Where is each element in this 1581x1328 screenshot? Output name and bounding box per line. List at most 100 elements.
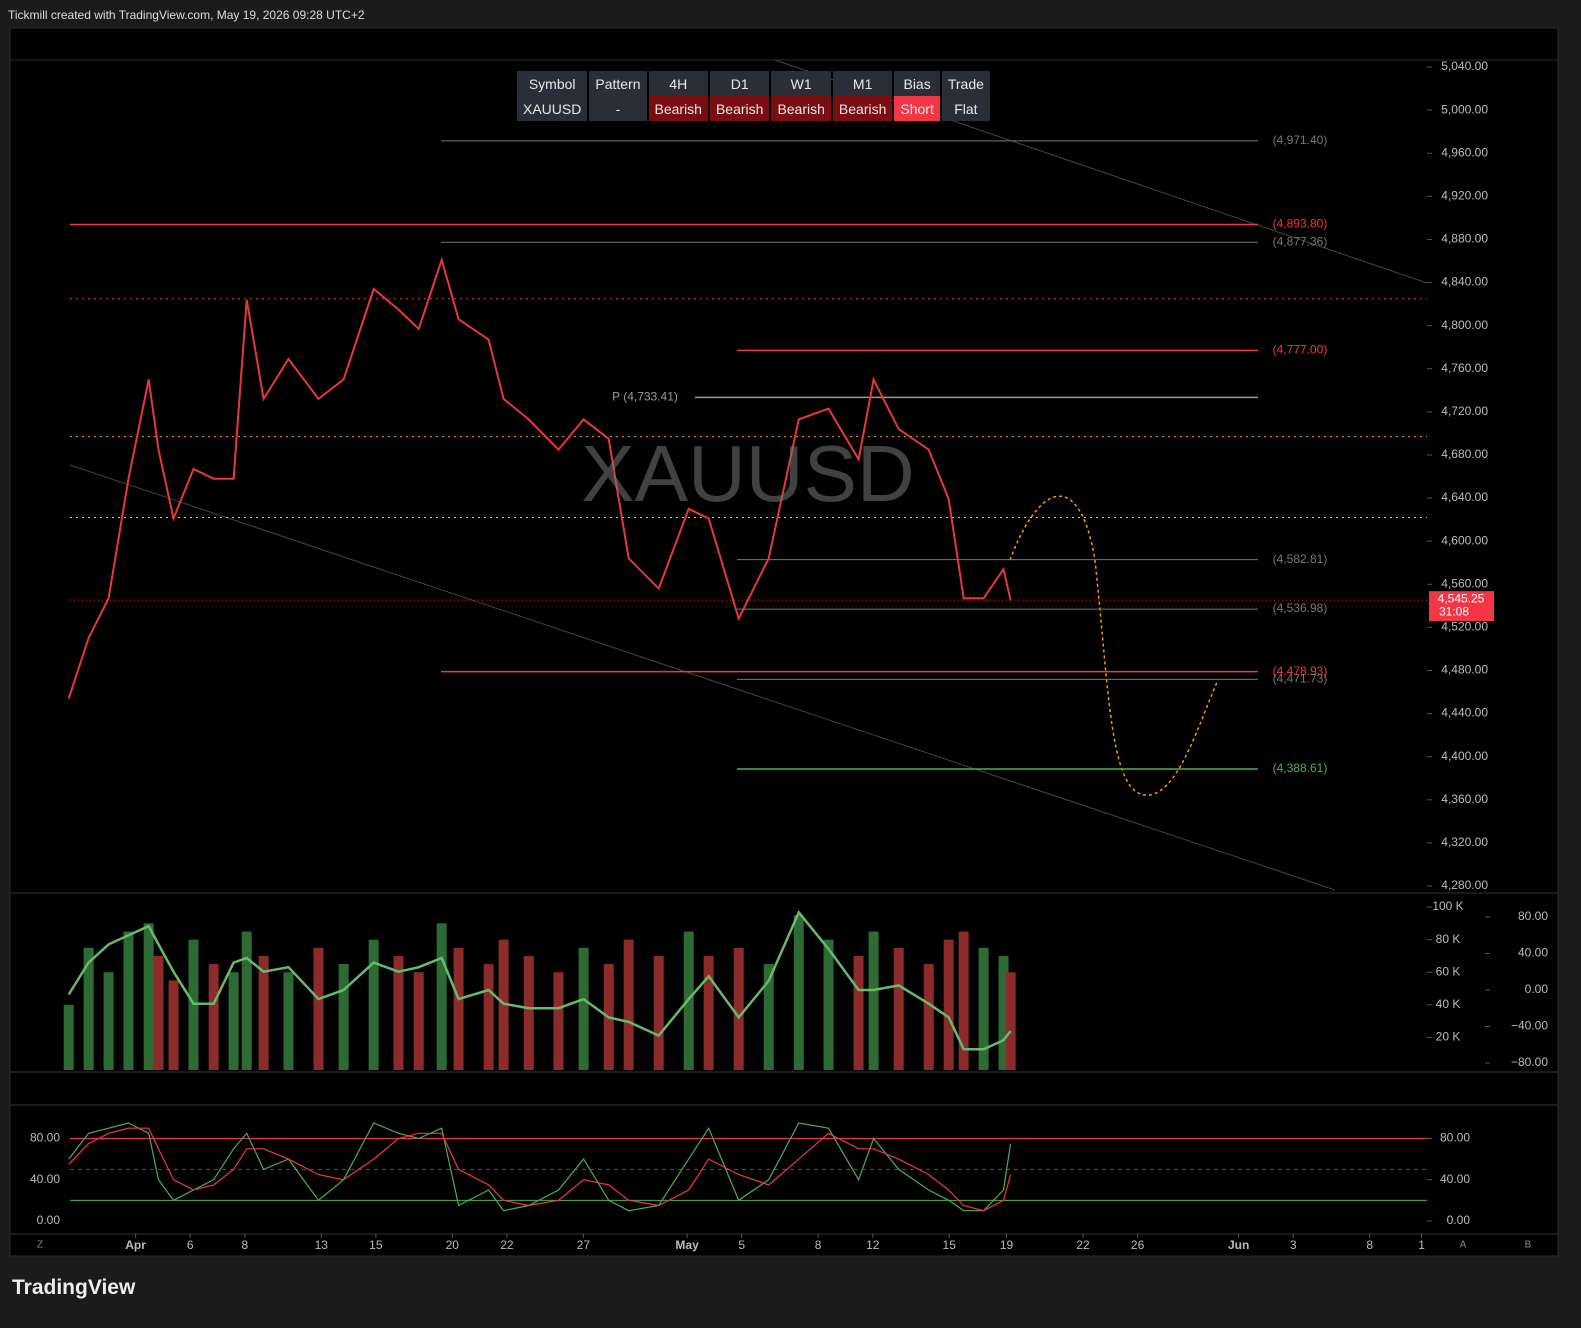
y-tick-label: 4,320.00 — [1441, 835, 1488, 849]
y-tick-label: 4,880.00 — [1441, 232, 1488, 246]
level-label: (4,777.00) — [1273, 343, 1328, 357]
volume-bar — [83, 947, 94, 1070]
y2-tick-label: 0.00 — [1525, 982, 1549, 996]
volume-bar — [338, 964, 349, 1070]
trend-line — [69, 464, 1336, 891]
volume-bar — [923, 964, 934, 1070]
y-tick-label: 4,680.00 — [1441, 447, 1488, 461]
y-tick-label: 4,360.00 — [1441, 792, 1488, 806]
volume-bar — [258, 955, 269, 1070]
x-tick-label: 8 — [815, 1238, 822, 1252]
y-tick-label: 60 K — [1436, 964, 1461, 978]
volume-bar — [453, 947, 464, 1070]
y-tick-label: 100 K — [1432, 899, 1463, 913]
y-tick-label: 40 K — [1436, 997, 1461, 1011]
volume-bar — [168, 980, 179, 1070]
table-header-cell: Pattern — [589, 71, 647, 96]
level-label: (4,877.36) — [1273, 234, 1328, 248]
x-tick-label: 15 — [369, 1238, 383, 1252]
y-tick-label: 4,760.00 — [1441, 361, 1488, 375]
x-tick-label: 22 — [1076, 1238, 1090, 1252]
volume-bar — [523, 955, 534, 1070]
volume-bar — [1005, 972, 1016, 1070]
volume-bar — [978, 947, 989, 1070]
y2-tick-label: 40.00 — [1518, 946, 1548, 960]
x-tick-label: 12 — [866, 1238, 880, 1252]
x-tick-label: 6 — [187, 1238, 194, 1252]
y-tick-label: 80.00 — [30, 1131, 60, 1145]
table-cell: Bearish — [771, 96, 831, 121]
volume-bar — [793, 915, 804, 1070]
price-line — [67, 256, 1012, 699]
table-header-cell: Trade — [941, 71, 990, 96]
x-tick-label: 3 — [1290, 1238, 1297, 1252]
table-cell: Flat — [941, 96, 990, 121]
oscillator-line — [67, 910, 1012, 1051]
volume-bar — [623, 939, 634, 1070]
table-header-cell: Symbol — [517, 71, 588, 96]
level-label: (4,471.73) — [1273, 672, 1328, 686]
volume-bar — [228, 972, 239, 1070]
y-tick-label: 0.00 — [37, 1213, 61, 1227]
y2-tick-label: −40.00 — [1511, 1019, 1548, 1033]
volume-bar — [763, 964, 774, 1070]
x-tick-label: 8 — [241, 1238, 248, 1252]
table-row: XAUUSD - Bearish Bearish Bearish Bearish Short… — [517, 96, 990, 121]
volume-bar — [943, 939, 954, 1070]
volume-bar — [413, 972, 424, 1070]
y-tick-label: 4,560.00 — [1441, 576, 1488, 590]
level-label: (4,893.80) — [1273, 217, 1328, 231]
table-header-cell: M1 — [832, 71, 893, 96]
volume-bar — [553, 972, 564, 1070]
y-tick-label: 4,600.00 — [1441, 533, 1488, 547]
volume-bar — [123, 931, 134, 1070]
volume-bar — [368, 939, 379, 1070]
volume-bar — [653, 955, 664, 1070]
x-tick-label: 19 — [1000, 1238, 1014, 1252]
volume-bar — [103, 972, 114, 1070]
table-header-cell: D1 — [709, 71, 770, 96]
y-tick-label: 80 K — [1436, 932, 1461, 946]
control[interactable]: B — [1525, 1240, 1532, 1251]
x-tick-label: Apr — [125, 1238, 146, 1252]
y-tick-label: 4,800.00 — [1441, 318, 1488, 332]
x-tick-label: 1 — [1418, 1238, 1425, 1252]
table-cell: - — [589, 96, 647, 121]
y-tick-label: 4,280.00 — [1441, 878, 1488, 892]
volume-bar — [483, 964, 494, 1070]
table-header-cell: 4H — [648, 71, 708, 96]
y-tick-label: 5,000.00 — [1441, 102, 1488, 116]
volume-bar — [63, 1004, 74, 1070]
countdown: 31:08 — [1439, 604, 1469, 618]
x-tick-label: May — [675, 1238, 699, 1252]
y-tick-label: 4,960.00 — [1441, 145, 1488, 159]
y-tick-label: 4,440.00 — [1441, 706, 1488, 720]
control[interactable]: Z — [37, 1240, 43, 1251]
volume-bar — [143, 923, 154, 1070]
table-header-row: Symbol Pattern 4H D1 W1 M1 Bias Trade — [517, 71, 990, 96]
x-tick-label: 20 — [446, 1238, 460, 1252]
table-cell: Bearish — [832, 96, 893, 121]
x-tick-label: 15 — [943, 1238, 957, 1252]
y-tick-label: 4,840.00 — [1441, 275, 1488, 289]
y2-tick-label: 80.00 — [1518, 909, 1548, 923]
table-cell: Short — [894, 96, 940, 121]
last-price-label: 4,545.25 — [1438, 591, 1485, 605]
volume-bar — [958, 931, 969, 1070]
volume-bar — [283, 972, 294, 1070]
volume-bar — [153, 955, 164, 1070]
level-label: (4,536.98) — [1273, 601, 1328, 615]
volume-bar — [998, 955, 1009, 1070]
table-cell: Bearish — [709, 96, 770, 121]
y-tick-label: 0.00 — [1447, 1213, 1471, 1227]
control[interactable]: A — [1460, 1240, 1467, 1251]
volume-bar — [208, 964, 219, 1070]
table-cell: XAUUSD — [517, 96, 588, 121]
volume-bar — [241, 931, 252, 1070]
y2-tick-label: −80.00 — [1511, 1055, 1548, 1069]
y-tick-label: 40.00 — [1440, 1172, 1470, 1186]
x-tick-label: Jun — [1228, 1238, 1249, 1252]
table-cell: Bearish — [648, 96, 708, 121]
